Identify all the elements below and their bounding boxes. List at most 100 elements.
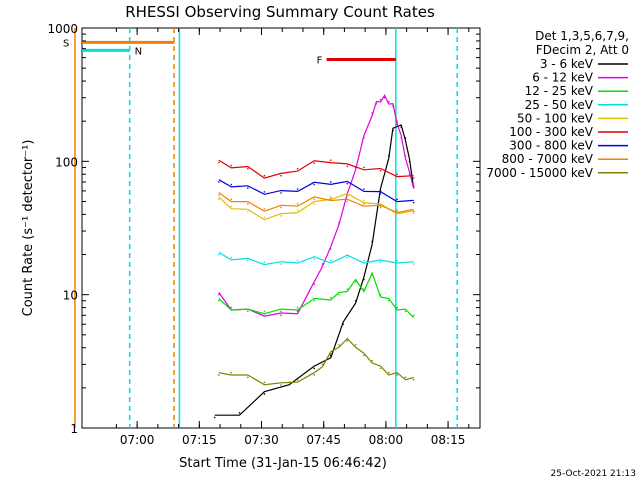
legend-entry-label: 100 - 300 keV — [509, 125, 593, 139]
series-point — [363, 199, 365, 202]
series-line — [218, 192, 414, 214]
series-point — [296, 209, 299, 212]
series-point — [392, 105, 394, 107]
series-point — [354, 280, 357, 283]
series-line — [218, 337, 414, 386]
series-point — [363, 166, 365, 169]
series-point — [296, 167, 299, 170]
series-point — [280, 215, 282, 217]
series-line — [218, 251, 414, 266]
interval-marker-label: S — [63, 38, 69, 49]
series-point — [247, 376, 249, 379]
series-point — [247, 187, 249, 189]
series-line — [214, 124, 415, 416]
legend-entry-label: 800 - 7000 keV — [502, 152, 594, 166]
series-point — [230, 183, 233, 186]
series-point — [313, 283, 315, 285]
x-tick-label: 08:15 — [431, 433, 466, 447]
legend-detectors: Det 1,3,5,6,7,9, — [535, 29, 629, 43]
series-point — [247, 203, 249, 205]
series-line — [218, 94, 415, 317]
series-point — [280, 310, 282, 313]
series-point — [329, 197, 332, 199]
series-point — [218, 293, 220, 296]
y-tick-label: 100 — [55, 155, 78, 169]
series-point — [379, 293, 382, 296]
series-point — [379, 367, 382, 370]
series-point — [412, 212, 415, 214]
series-point — [396, 209, 398, 212]
chart-title: RHESSI Observing Summary Count Rates — [125, 3, 435, 21]
series-point — [263, 174, 266, 177]
series-point — [263, 310, 266, 313]
series-point — [396, 173, 398, 176]
series-point — [263, 393, 266, 395]
series-point — [313, 183, 315, 186]
series-point — [296, 259, 299, 262]
series-point — [329, 259, 332, 262]
series-point — [230, 256, 233, 259]
series-line — [218, 159, 414, 179]
series-point — [346, 195, 349, 197]
series-point — [218, 194, 220, 196]
series-point — [313, 258, 315, 260]
series-point — [346, 200, 349, 203]
series-point — [218, 198, 220, 200]
series-point — [363, 259, 365, 262]
series-point — [313, 299, 315, 302]
series-point — [371, 274, 374, 276]
series-point — [387, 100, 390, 103]
series-point — [280, 174, 282, 177]
series-point — [296, 310, 299, 313]
legend-entry-label: 300 - 800 keV — [509, 139, 593, 153]
series-point — [321, 363, 324, 366]
series-point — [387, 155, 390, 157]
series-point — [338, 221, 340, 223]
series-point — [230, 306, 233, 309]
plot-area: S N F — [63, 27, 481, 429]
series-point — [342, 323, 344, 326]
series-point — [346, 288, 349, 290]
series-point — [263, 381, 266, 384]
series-point — [375, 103, 378, 105]
series-point — [280, 192, 282, 194]
series-point — [383, 96, 386, 99]
series-point — [396, 259, 398, 262]
series-point — [280, 384, 282, 386]
interval-marker-label: F — [317, 56, 323, 67]
series-point — [392, 129, 394, 132]
series-point — [396, 120, 398, 122]
x-tick-label: 07:00 — [120, 433, 155, 447]
series-point — [346, 182, 349, 185]
series-point — [363, 137, 365, 139]
series-point — [379, 169, 382, 172]
series-point — [280, 263, 282, 265]
series-point — [363, 354, 365, 357]
y-tick-label: 10 — [63, 289, 78, 303]
series-point — [313, 374, 315, 376]
series-point — [263, 261, 266, 264]
series-line — [218, 193, 414, 221]
series-point — [346, 165, 349, 167]
series-point — [329, 296, 332, 299]
series-point — [263, 208, 266, 210]
series-point — [412, 177, 415, 179]
series-point — [404, 376, 407, 379]
series-point — [412, 185, 415, 188]
series-point — [218, 253, 220, 256]
series-point — [396, 306, 398, 309]
series-point — [313, 367, 315, 370]
series-point — [280, 206, 282, 209]
series-point — [313, 198, 315, 200]
y-tick-label: 1 — [70, 422, 78, 436]
x-tick-label: 07:15 — [182, 433, 217, 447]
series-point — [230, 198, 233, 200]
series-point — [238, 412, 241, 414]
series-point — [218, 161, 220, 164]
series-point — [363, 188, 365, 190]
plot-frame — [81, 27, 481, 429]
legend-attenuator: FDecim 2, Att 0 — [536, 43, 629, 57]
series-point — [371, 359, 374, 362]
series-point — [400, 137, 403, 139]
